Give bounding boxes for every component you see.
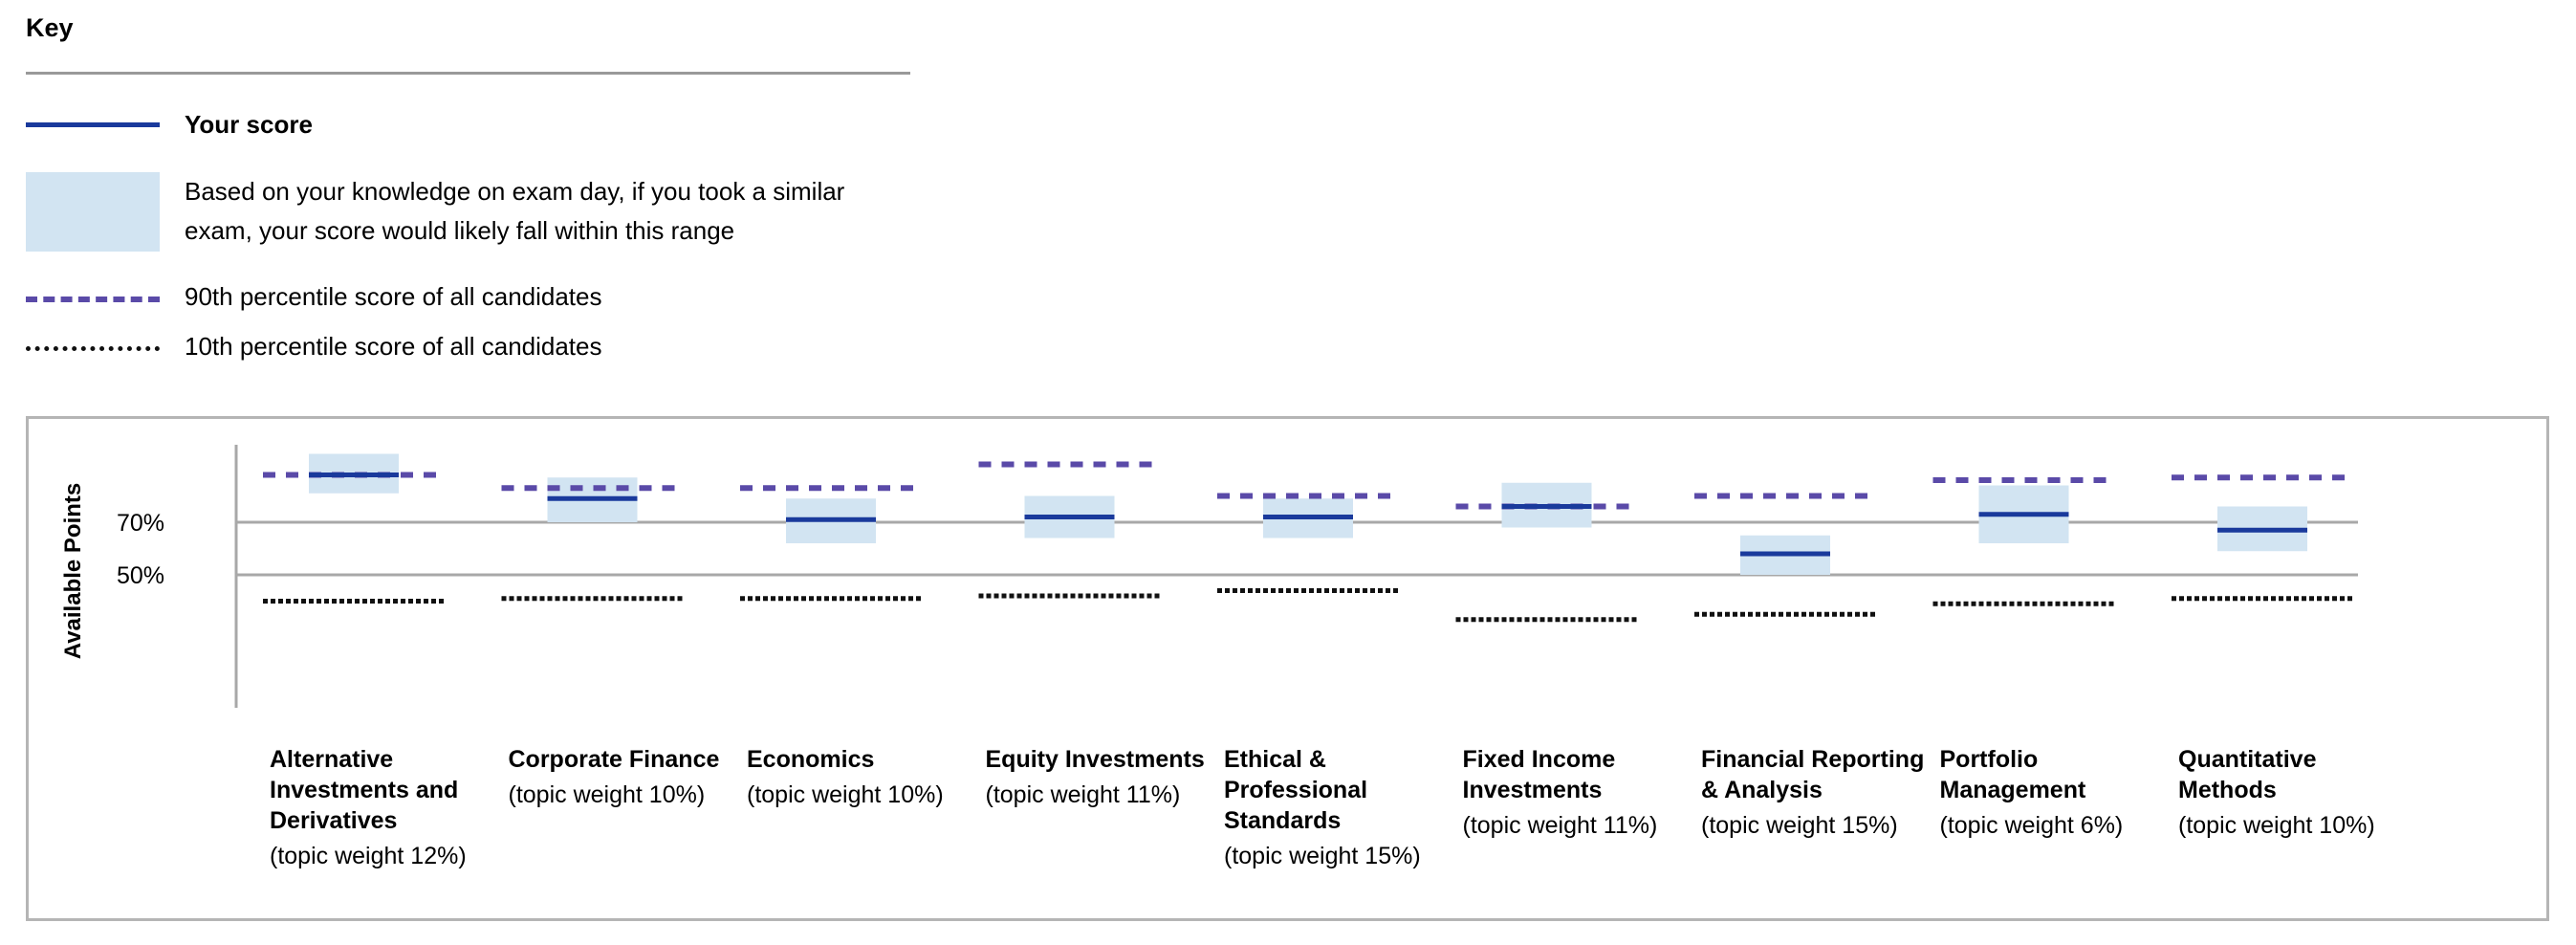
- topic-weight: (topic weight 6%): [1939, 812, 2124, 839]
- topic-group: [740, 485, 922, 602]
- topic-name: Fixed Income Investments: [1462, 746, 1616, 803]
- topic-group: [978, 461, 1161, 599]
- topic-group: [2172, 474, 2353, 602]
- key-item-label-line2: exam, your score would likely fall withi…: [185, 216, 735, 245]
- y-tick-label: 70%: [117, 510, 164, 537]
- key-item-label: Your score: [185, 110, 313, 139]
- topic-name: Ethical & Professional Standards: [1224, 746, 1368, 834]
- topic-weight: (topic weight 15%): [1224, 843, 1421, 869]
- y-tick-label: 50%: [117, 562, 164, 589]
- key-title: Key: [26, 13, 74, 42]
- your-score-swatch: [26, 122, 160, 127]
- topic-name: Financial Reporting & Analysis: [1701, 746, 1925, 803]
- p10-swatch: [26, 346, 160, 351]
- topic-name: Equity Investments: [985, 746, 1205, 773]
- topic-group: [1217, 493, 1399, 593]
- topic-weight: (topic weight 15%): [1701, 812, 1898, 839]
- y-axis-label: Available Points: [60, 483, 86, 660]
- topic-name: Portfolio Management: [1939, 746, 2086, 803]
- topic-weight: (topic weight 12%): [270, 843, 467, 869]
- topic-weight: (topic weight 11%): [985, 781, 1181, 808]
- topic-name: Quantitative Methods: [2178, 746, 2317, 803]
- topic-group: [501, 477, 684, 602]
- topic-name: Economics: [747, 746, 875, 773]
- topic-weight: (topic weight 10%): [508, 781, 706, 808]
- topic-weight: (topic weight 10%): [2178, 812, 2375, 839]
- topic-weight: (topic weight 10%): [747, 781, 944, 808]
- topic-label: Equity Investments (topic weight 11%): [986, 744, 1220, 810]
- topic-label: Quantitative Methods (topic weight 10%): [2178, 744, 2412, 841]
- p90-swatch: [26, 297, 160, 302]
- topic-group: [1932, 477, 2115, 606]
- topic-name: Alternative Investments and Derivatives: [270, 746, 459, 834]
- topic-group: [1694, 493, 1876, 617]
- key-item-label: 90th percentile score of all candidates: [185, 282, 602, 311]
- topic-group: [263, 453, 445, 604]
- topic-label: Corporate Finance (topic weight 10%): [509, 744, 743, 810]
- topic-label: Financial Reporting & Analysis (topic wei…: [1701, 744, 1935, 841]
- topic-label: Alternative Investments and Derivatives (…: [270, 744, 504, 871]
- topic-weight: (topic weight 11%): [1462, 812, 1658, 839]
- topic-group: [1455, 482, 1638, 623]
- topic-label: Ethical & Professional Standards (topic w…: [1224, 744, 1458, 871]
- range-swatch: [26, 172, 160, 252]
- key-item-label-line1: Based on your knowledge on exam day, if …: [185, 177, 845, 206]
- topic-label: Fixed Income Investments (topic weight 11…: [1463, 744, 1697, 841]
- topic-label: Portfolio Management (topic weight 6%): [1940, 744, 2174, 841]
- topic-marks: [263, 453, 2353, 623]
- chart-frame: [26, 416, 2549, 921]
- topic-label: Economics (topic weight 10%): [747, 744, 981, 810]
- topic-name: Corporate Finance: [508, 746, 720, 773]
- key-item-label: 10th percentile score of all candidates: [185, 332, 602, 361]
- key-divider: [26, 72, 910, 75]
